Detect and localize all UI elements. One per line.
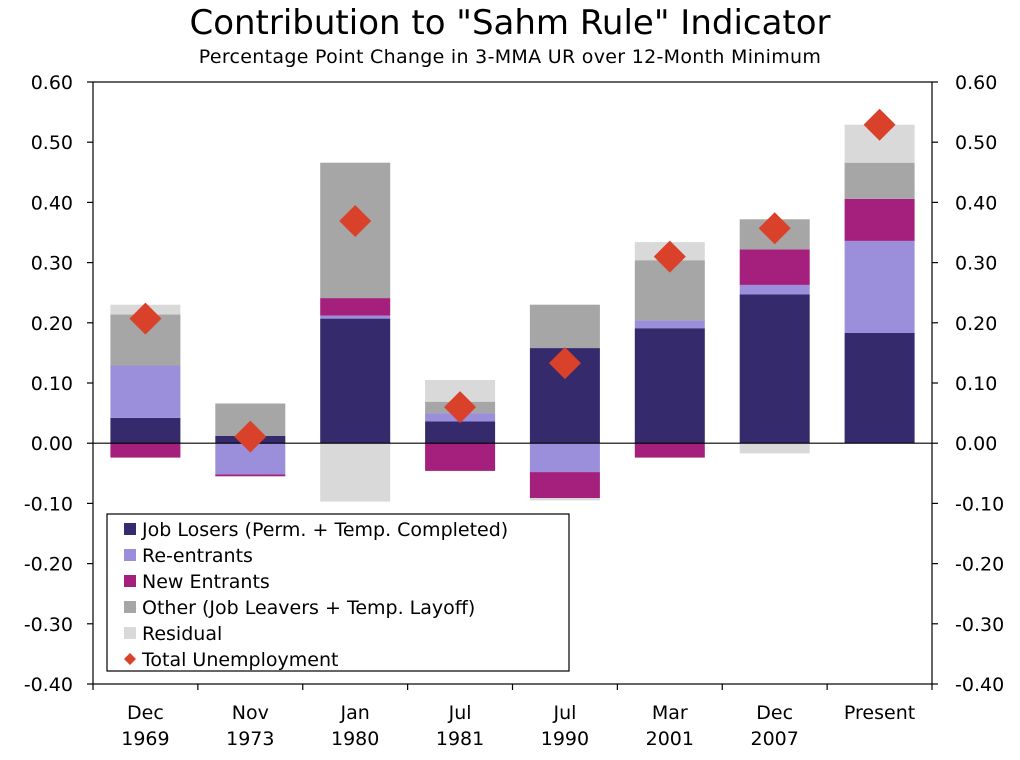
y-tick-label-right: -0.20	[955, 554, 1004, 576]
x-category-label: Jul	[552, 702, 576, 724]
bar-segment	[529, 472, 600, 498]
y-tick-label-left: 0.20	[31, 313, 73, 335]
bar-segment	[529, 304, 600, 348]
legend-label: Re-entrants	[142, 545, 253, 567]
y-tick-label-left: 0.40	[31, 192, 73, 214]
bar-segment	[844, 198, 915, 241]
y-tick-label-left: -0.30	[24, 614, 73, 636]
y-tick-label-right: -0.30	[955, 614, 1004, 636]
legend-swatch	[124, 549, 136, 561]
bar-segment	[215, 474, 286, 477]
legend-box	[106, 513, 570, 672]
x-category-label: 1990	[541, 728, 589, 750]
markers-layer	[129, 108, 896, 453]
chart-subtitle: Percentage Point Change in 3-MMA UR over…	[198, 46, 822, 68]
bar-segment	[844, 240, 915, 333]
legend-label: New Entrants	[142, 571, 270, 593]
bar-segment	[320, 298, 391, 316]
total-marker	[339, 205, 372, 238]
y-tick-label-left: 0.30	[31, 253, 73, 275]
bar-segment	[529, 498, 600, 501]
x-category-label: 2007	[751, 728, 799, 750]
bar-segment	[634, 443, 705, 458]
bar-segment	[110, 365, 181, 418]
x-category-label: 1980	[331, 728, 379, 750]
y-tick-label-right: 0.40	[955, 192, 997, 214]
x-category-label: 1981	[436, 728, 484, 750]
y-tick-label-right: 0.30	[955, 253, 997, 275]
legend-label: Residual	[142, 623, 222, 645]
y-tick-label-right: 0.50	[955, 132, 997, 154]
total-marker	[234, 420, 267, 453]
chart-title: Contribution to "Sahm Rule" Indicator	[189, 3, 831, 43]
bar-segment	[425, 443, 496, 471]
bars-layer	[110, 124, 915, 502]
x-category-label: Dec	[127, 702, 164, 724]
bar-segment	[739, 249, 810, 285]
total-marker	[444, 391, 477, 424]
y-tick-label-right: 0.10	[955, 373, 997, 395]
y-tick-label-right: 0.20	[955, 313, 997, 335]
bar-segment	[739, 294, 810, 444]
y-tick-label-left: -0.10	[24, 493, 73, 515]
legend-label: Total Unemployment	[141, 649, 338, 671]
bar-segment	[425, 380, 496, 402]
bar-segment	[844, 162, 915, 199]
legend-swatch	[124, 627, 136, 639]
y-tick-label-left: 0.60	[31, 72, 73, 94]
total-marker	[758, 212, 791, 245]
y-tick-label-left: -0.20	[24, 554, 73, 576]
total-marker	[129, 302, 162, 335]
x-category-label: Jul	[448, 702, 472, 724]
bar-segment	[320, 315, 391, 319]
legend-swatch	[124, 575, 136, 587]
y-tick-label-left: 0.50	[31, 132, 73, 154]
y-tick-label-right: -0.40	[955, 674, 1004, 696]
y-tick-label-right: -0.10	[955, 493, 1004, 515]
bar-segment	[634, 320, 705, 329]
bar-segment	[739, 443, 810, 454]
x-category-label: 1969	[121, 728, 169, 750]
legend-swatch	[124, 523, 136, 535]
x-category-label: 1973	[226, 728, 274, 750]
y-tick-label-right: 0.00	[955, 433, 997, 455]
x-category-label: Jan	[340, 702, 370, 724]
legend-swatch	[124, 601, 136, 613]
x-category-label: Present	[844, 702, 915, 724]
bar-segment	[739, 284, 810, 295]
bar-segment	[529, 443, 600, 473]
x-category-label: Mar	[652, 702, 688, 724]
y-tick-label-left: -0.40	[24, 674, 73, 696]
legend: Job Losers (Perm. + Temp. Completed) Re-e…	[106, 513, 570, 672]
x-category-label: 2001	[646, 728, 694, 750]
legend-label: Job Losers (Perm. + Temp. Completed)	[141, 519, 508, 541]
legend-swatch	[124, 653, 136, 665]
legend-label: Other (Job Leavers + Temp. Layoff)	[142, 597, 475, 619]
y-tick-label-right: 0.60	[955, 72, 997, 94]
axes-layer: 0.60 0.60 0.50 0.50 0.40 0.40 0.30 0.30 0.20 0.20…	[24, 72, 1004, 750]
bar-segment	[844, 333, 915, 444]
bar-segment	[320, 318, 391, 444]
bar-segment	[634, 328, 705, 444]
bar-segment	[320, 443, 391, 502]
total-marker	[653, 240, 686, 273]
total-marker	[863, 108, 896, 141]
x-category-label: Dec	[756, 702, 793, 724]
total-marker	[548, 347, 581, 380]
x-category-label: Nov	[232, 702, 269, 724]
y-tick-label-left: 0.10	[31, 373, 73, 395]
y-tick-label-left: 0.00	[31, 433, 73, 455]
bar-segment	[110, 417, 181, 444]
bar-segment	[425, 421, 496, 444]
bar-segment	[110, 443, 181, 458]
